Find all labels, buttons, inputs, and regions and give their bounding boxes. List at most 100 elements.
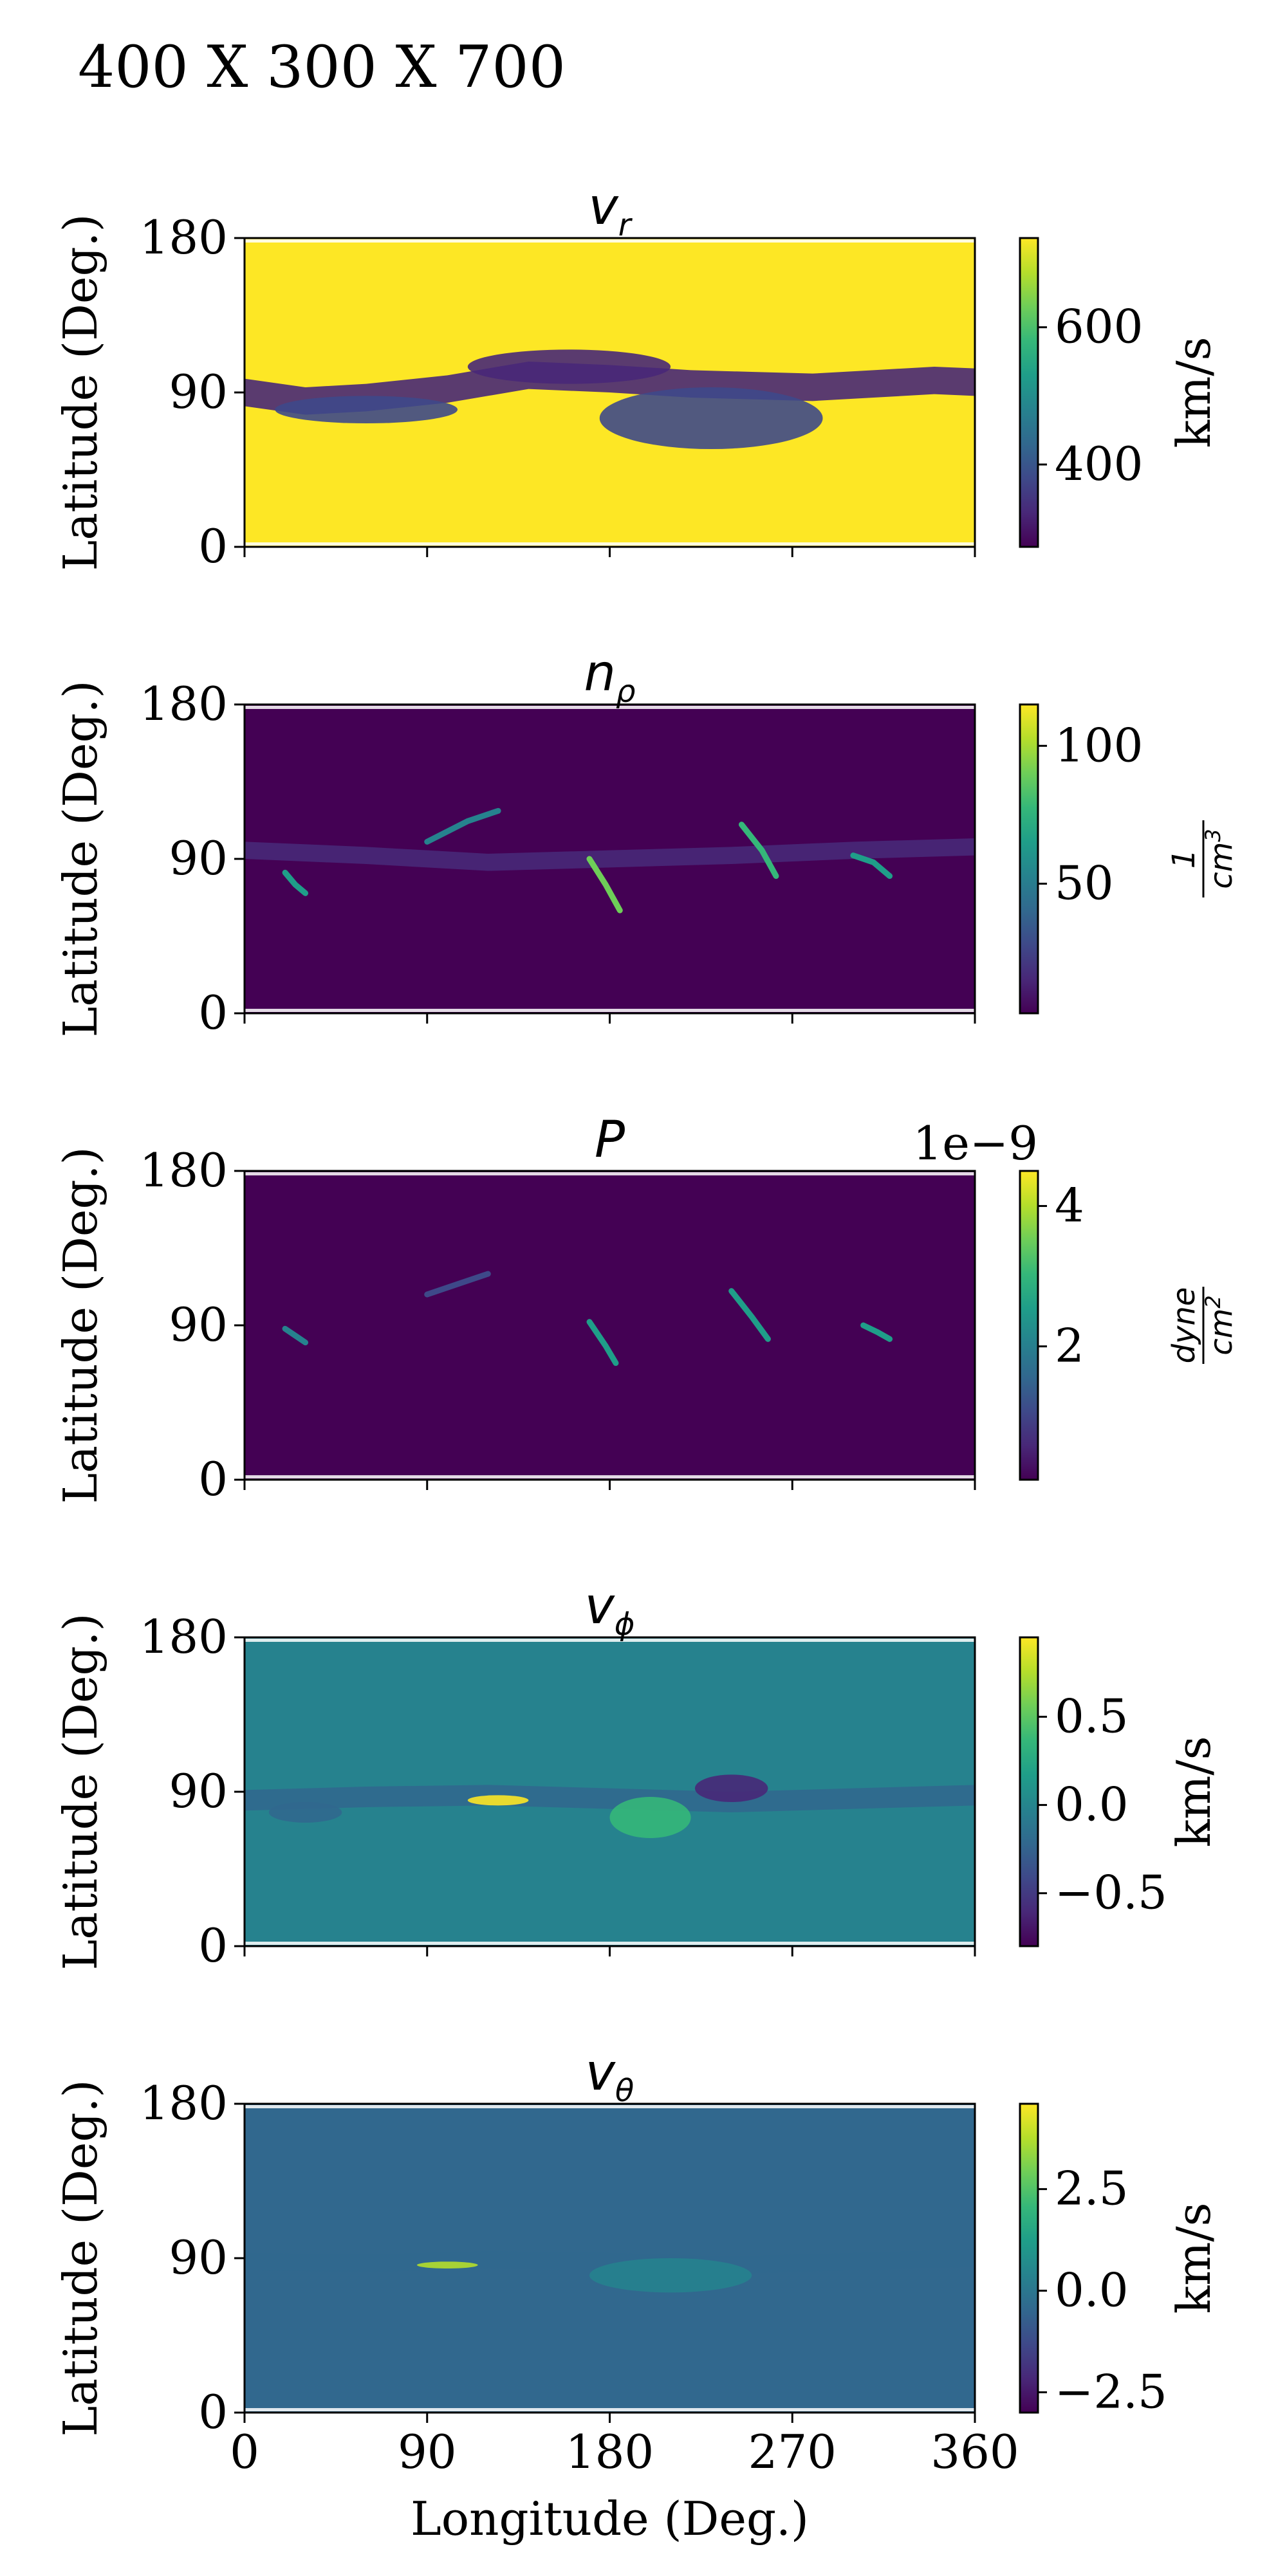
colorbar-label-exponent: 3 <box>1201 829 1225 842</box>
colorbar-tick-label: 100 <box>1055 718 1143 772</box>
heatmap-front <box>586 856 623 914</box>
heatmap-blob <box>609 1797 691 1838</box>
panel-title-subscript: θ <box>615 2073 634 2109</box>
colorbar-label-numerator: 1 <box>1166 849 1202 869</box>
heatmap-features <box>282 1271 893 1366</box>
x-tick-label: 360 <box>931 2425 1019 2479</box>
heatmap-blob <box>467 1795 529 1806</box>
y-tick-label: 180 <box>140 1610 228 1664</box>
edge-row-top <box>245 2105 975 2108</box>
heatmap-front <box>424 1271 491 1298</box>
y-axis-label: Latitude (Deg.) <box>53 2079 107 2436</box>
heatmap-panel-2: nρ 0 90 180 Latitude (Deg.) 50 100 1 cm3 <box>53 645 1239 1040</box>
colorbar <box>1019 1170 1039 1481</box>
heatmap-panel-4: vϕ 0 90 180 Latitude (Deg.) −0.5 0.0 0.5 km/s <box>53 1578 1221 1973</box>
y-tick-label: 90 <box>169 365 228 419</box>
heatmap-features <box>245 807 975 914</box>
heatmap-blob <box>599 387 823 449</box>
heatmap-features <box>245 1774 975 1838</box>
colorbar-label-denominator: cm3 <box>1201 829 1239 889</box>
colorbar-tick-label: −2.5 <box>1055 2364 1167 2418</box>
y-axis-label: Latitude (Deg.) <box>53 1146 107 1504</box>
heatmap-front <box>282 1325 309 1346</box>
y-tick-label: 180 <box>140 677 228 731</box>
panel-title-subscript: ϕ <box>615 1606 635 1642</box>
colorbar-label: dyne cm2 <box>1166 1287 1239 1364</box>
heatmap-front <box>860 1322 893 1342</box>
y-tick-label: 0 <box>198 1452 228 1506</box>
colorbar <box>1019 1636 1039 1947</box>
heatmap-blob <box>467 349 671 384</box>
heatmap-blob <box>589 2258 752 2293</box>
y-axis-label: Latitude (Deg.) <box>53 680 107 1037</box>
colorbar-label-exponent: 2 <box>1201 1295 1225 1308</box>
colorbar-label-denominator: cm2 <box>1201 1295 1239 1356</box>
y-tick-label: 90 <box>169 831 228 885</box>
y-tick-label: 90 <box>169 1764 228 1818</box>
heatmap-panel-1: vr 0 90 180 Latitude (Deg.) 400 600 km/s <box>53 178 1221 573</box>
heatmap-field <box>245 1171 975 1480</box>
y-tick-label: 90 <box>169 2231 228 2285</box>
heatmap-band <box>245 1785 975 1812</box>
panel-title: nρ <box>584 645 636 710</box>
colorbar-tick-label: 0.5 <box>1055 1689 1129 1743</box>
panel-title: vr <box>589 178 633 243</box>
edge-row-bottom <box>245 1009 975 1012</box>
y-tick-label: 0 <box>198 1918 228 1973</box>
heatmap-blob <box>275 396 458 424</box>
colorbar <box>1019 703 1039 1015</box>
edge-row-bottom <box>245 2408 975 2411</box>
heatmap-blob <box>268 1802 342 1823</box>
colorbar-label: km/s <box>1167 2202 1221 2314</box>
heatmap-blob <box>416 2261 478 2269</box>
edge-row-bottom <box>245 1475 975 1478</box>
heatmap-front <box>738 822 779 879</box>
heatmap-band <box>245 838 975 871</box>
colorbar-tick-label: 2 <box>1055 1319 1084 1373</box>
y-tick-label: 0 <box>198 519 228 573</box>
panel-title: vϕ <box>585 1578 635 1642</box>
y-tick-label: 0 <box>198 986 228 1040</box>
y-tick-label: 90 <box>169 1298 228 1352</box>
colorbar-label: 1 cm3 <box>1166 820 1239 897</box>
panel-title-subscript: r <box>618 207 633 243</box>
x-tick-label: 270 <box>748 2425 837 2479</box>
colorbar <box>1019 237 1039 548</box>
panel-title: P <box>595 1111 625 1169</box>
y-tick-label: 0 <box>198 2385 228 2439</box>
heatmap-front <box>282 869 309 896</box>
colorbar-offset-label: 1e−9 <box>912 1116 1038 1170</box>
colorbar-tick-label: 600 <box>1055 300 1143 354</box>
x-tick-label: 0 <box>230 2425 259 2479</box>
colorbar-tick-label: 4 <box>1055 1179 1084 1233</box>
colorbar-tick-label: 2.5 <box>1055 2162 1129 2216</box>
colorbar-tick-label: 400 <box>1055 437 1143 491</box>
heatmap-band <box>245 2249 975 2274</box>
x-tick-label: 90 <box>398 2425 457 2479</box>
heatmap-features <box>245 2249 975 2293</box>
colorbar-label: km/s <box>1167 1736 1221 1847</box>
y-tick-label: 180 <box>140 1143 228 1197</box>
colorbar-tick-label: −0.5 <box>1055 1866 1167 1920</box>
heatmap-blob <box>694 1774 768 1803</box>
colorbar-tick-label: 0.0 <box>1055 2263 1129 2317</box>
heatmap-features <box>245 349 975 449</box>
edge-row-bottom <box>245 542 975 546</box>
colorbar-tick-label: 50 <box>1055 856 1114 910</box>
edge-row-top <box>245 1172 975 1175</box>
edge-row-top <box>245 706 975 709</box>
heatmap-panel-5: vθ 0 90 180 Latitude (Deg.) 0 90 180 270 360 Longi… <box>53 2044 1221 2546</box>
heatmap-front <box>850 852 893 879</box>
colorbar-label: km/s <box>1167 336 1221 448</box>
y-axis-label: Latitude (Deg.) <box>53 1613 107 1970</box>
heatmap-panel-3: P 0 90 180 Latitude (Deg.) 2 4 1e−9 dyne cm2 <box>53 1111 1239 1506</box>
heatmap-front <box>728 1288 771 1342</box>
heatmap-front <box>586 1319 619 1366</box>
edge-row-top <box>245 239 975 243</box>
y-axis-label: Latitude (Deg.) <box>53 214 107 571</box>
y-tick-label: 180 <box>140 210 228 264</box>
panel-title: vθ <box>586 2044 634 2109</box>
panel-title-subscript: ρ <box>616 674 635 710</box>
colorbar-label-numerator: dyne <box>1166 1287 1202 1364</box>
